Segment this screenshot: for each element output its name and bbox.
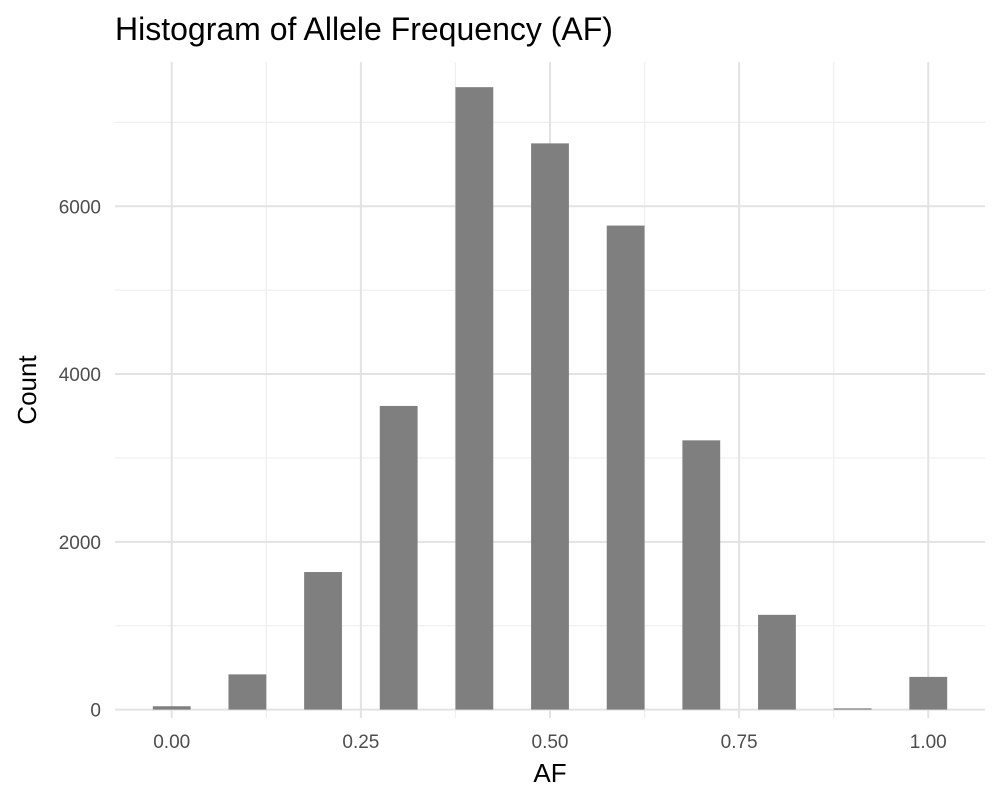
tick-labels: 0.00 0.25 0.50 0.75 1.00 0 2000 4000 6000 <box>59 197 947 753</box>
y-tick-label: 4000 <box>59 365 101 386</box>
histogram-bar <box>304 572 342 710</box>
y-axis-label: Count <box>12 355 42 425</box>
y-tick-label: 0 <box>90 701 101 722</box>
histogram-bar <box>682 440 721 710</box>
histogram-bar <box>152 706 191 710</box>
x-axis-label: AF <box>533 758 566 788</box>
histogram-bar <box>531 143 569 710</box>
x-tick-label: 0.25 <box>342 732 379 753</box>
x-tick-label: 0.75 <box>721 732 758 753</box>
x-tick-label: 0.50 <box>532 732 569 753</box>
x-tick-label: 0.00 <box>153 732 190 753</box>
chart-title: Histogram of Allele Frequency (AF) <box>115 11 613 47</box>
histogram-bar <box>228 674 267 710</box>
y-tick-label: 6000 <box>59 197 101 218</box>
histogram-bar <box>606 225 645 710</box>
histogram-bar <box>455 87 494 710</box>
x-tick-label: 1.00 <box>910 732 947 753</box>
y-tick-label: 2000 <box>59 533 101 554</box>
histogram-bar <box>379 405 418 710</box>
histogram-bar <box>833 708 872 710</box>
bars <box>152 87 948 710</box>
histogram-bar <box>758 614 796 710</box>
histogram-bar <box>909 676 948 710</box>
